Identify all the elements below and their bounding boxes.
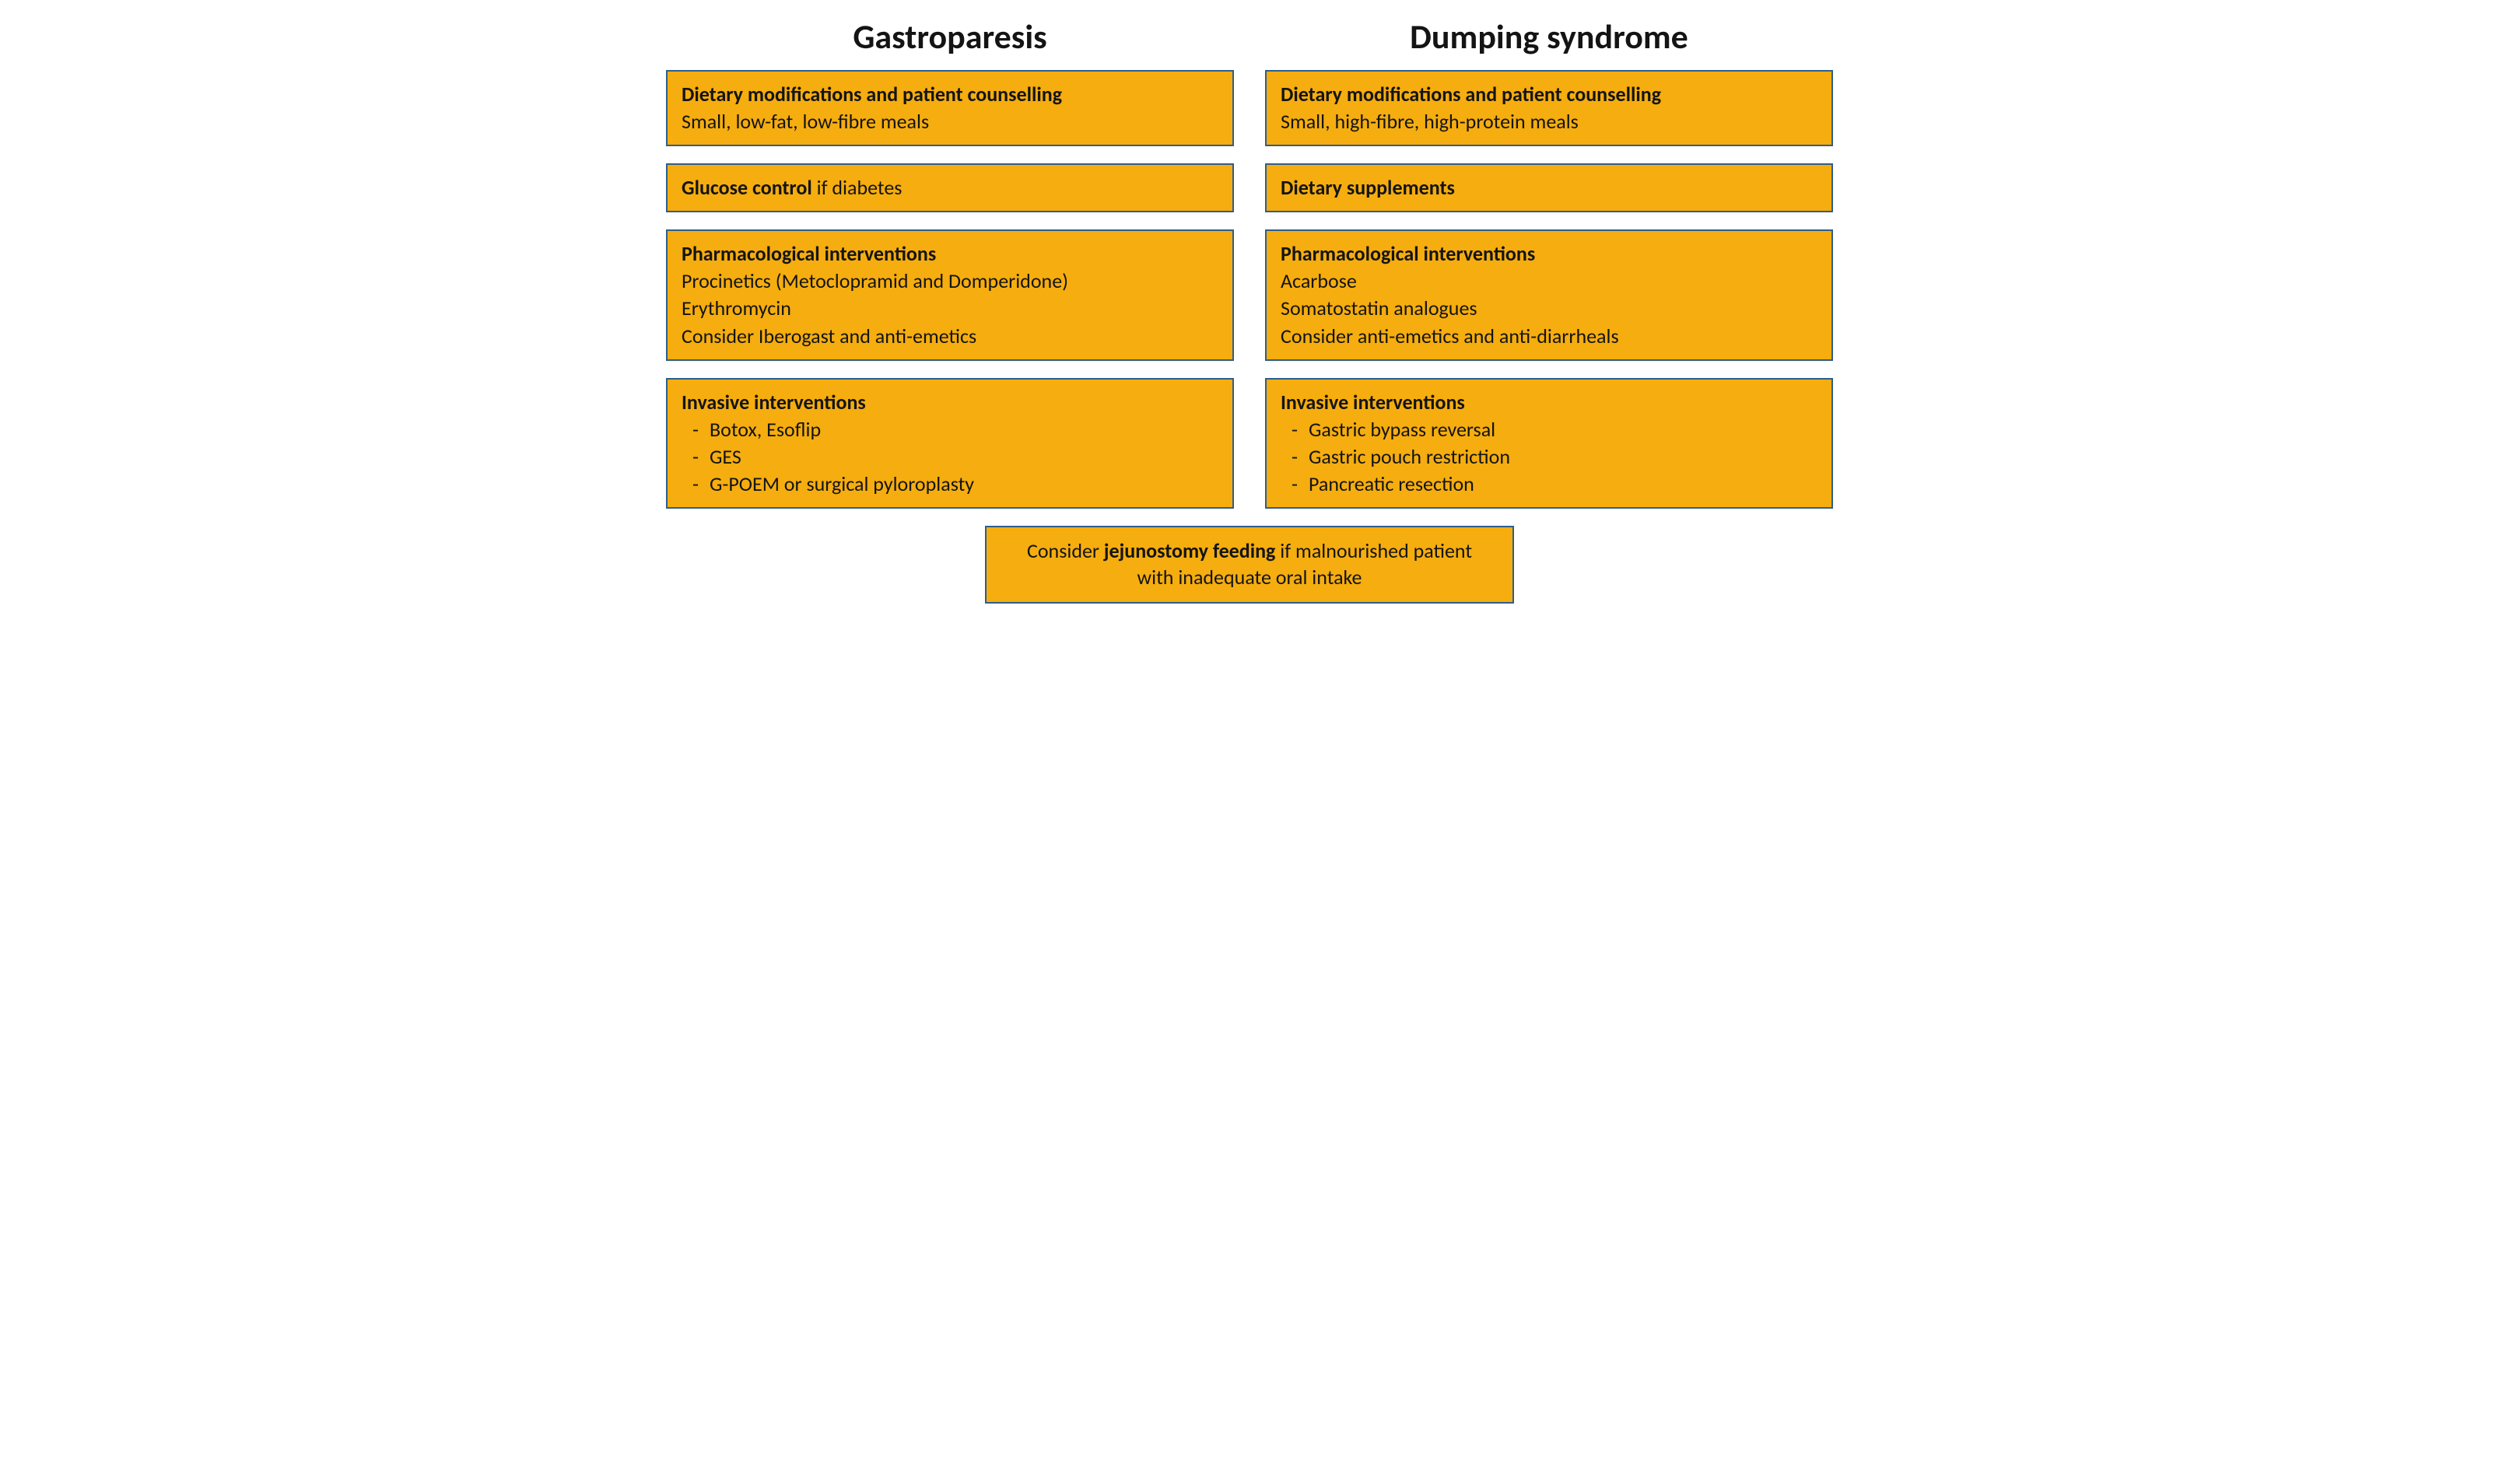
box-line: Erythromycin — [682, 295, 1218, 322]
box-line: Pharmacological interventions — [682, 240, 1218, 268]
list-dash: - — [1281, 443, 1309, 471]
text-segment: Consider anti-emetics and anti-diarrheal… — [1281, 324, 1619, 348]
box-line: Procinetics (Metoclopramid and Domperido… — [682, 268, 1218, 295]
info-box: Invasive interventions-Botox, Esoflip-GE… — [666, 378, 1234, 509]
text-segment: Somatostatin analogues — [1281, 296, 1477, 320]
list-item: -G-POEM or surgical pyloroplasty — [682, 471, 1218, 498]
list-item-text: Botox, Esoflip — [710, 416, 821, 443]
text-segment: Glucose control — [682, 175, 812, 200]
column-1: Dumping syndrome Dietary modifications an… — [1265, 16, 1833, 526]
box-line: Somatostatin analogues — [1281, 295, 1817, 322]
column-title: Dumping syndrome — [1265, 16, 1833, 58]
list-dash: - — [682, 471, 710, 498]
box-line: Consider anti-emetics and anti-diarrheal… — [1281, 323, 1817, 350]
box-line: Invasive interventions — [1281, 389, 1817, 416]
footer-box: Consider jejunostomy feeding if malnouri… — [985, 526, 1514, 604]
list-item: -Gastric bypass reversal — [1281, 416, 1817, 443]
list-item-text: Gastric pouch restriction — [1309, 443, 1510, 471]
list-item: -GES — [682, 443, 1218, 471]
footer-text-segment: Consider — [1027, 538, 1104, 563]
list-dash: - — [1281, 471, 1309, 498]
text-segment: Acarbose — [1281, 268, 1357, 293]
text-segment: Invasive interventions — [1281, 390, 1465, 415]
text-segment: Pharmacological interventions — [1281, 241, 1535, 266]
list-dash: - — [1281, 416, 1309, 443]
text-segment: if diabetes — [812, 175, 903, 200]
box-line: Dietary supplements — [1281, 174, 1817, 201]
info-box: Invasive interventions-Gastric bypass re… — [1265, 378, 1833, 509]
list-dash: - — [682, 443, 710, 471]
text-segment: Erythromycin — [682, 296, 791, 320]
footer-text-segment: jejunostomy feeding — [1104, 538, 1276, 563]
text-segment: Procinetics (Metoclopramid and Domperido… — [682, 268, 1068, 293]
columns-container: Gastroparesis Dietary modifications and p… — [666, 16, 1833, 526]
info-box: Pharmacological interventionsAcarbose Som… — [1265, 229, 1833, 360]
list-dash: - — [682, 416, 710, 443]
box-line: Dietary modifications and patient counse… — [682, 81, 1218, 108]
list-item-text: GES — [710, 443, 741, 471]
list-item-text: Gastric bypass reversal — [1309, 416, 1495, 443]
text-segment: Pharmacological interventions — [682, 241, 936, 266]
list-item: -Botox, Esoflip — [682, 416, 1218, 443]
box-line: Pharmacological interventions — [1281, 240, 1817, 268]
text-segment: Dietary modifications and patient counse… — [1281, 82, 1661, 107]
info-box: Dietary supplements — [1265, 163, 1833, 212]
info-box: Pharmacological interventionsProcinetics… — [666, 229, 1234, 360]
box-line: Small, high-fibre, high-protein meals — [1281, 108, 1817, 135]
text-segment: Invasive interventions — [682, 390, 866, 415]
footer-wrap: Consider jejunostomy feeding if malnouri… — [666, 526, 1833, 604]
list-item: -Pancreatic resection — [1281, 471, 1817, 498]
text-segment: Small, high-fibre, high-protein meals — [1281, 109, 1579, 134]
text-segment: Consider Iberogast and anti-emetics — [682, 324, 976, 348]
text-segment: Small, low-fat, low-fibre meals — [682, 109, 929, 134]
info-box: Glucose control if diabetes — [666, 163, 1234, 212]
list-item-text: G-POEM or surgical pyloroplasty — [710, 471, 974, 498]
box-line: Acarbose — [1281, 268, 1817, 295]
column-title: Gastroparesis — [666, 16, 1234, 58]
info-box: Dietary modifications and patient counse… — [666, 70, 1234, 146]
box-line: Small, low-fat, low-fibre meals — [682, 108, 1218, 135]
list-item: -Gastric pouch restriction — [1281, 443, 1817, 471]
box-line: Invasive interventions — [682, 389, 1218, 416]
box-line: Consider Iberogast and anti-emetics — [682, 323, 1218, 350]
column-0: Gastroparesis Dietary modifications and p… — [666, 16, 1234, 526]
box-line: Dietary modifications and patient counse… — [1281, 81, 1817, 108]
box-line: Glucose control if diabetes — [682, 174, 1218, 201]
text-segment: Dietary modifications and patient counse… — [682, 82, 1062, 107]
info-box: Dietary modifications and patient counse… — [1265, 70, 1833, 146]
list-item-text: Pancreatic resection — [1309, 471, 1474, 498]
text-segment: Dietary supplements — [1281, 175, 1455, 200]
